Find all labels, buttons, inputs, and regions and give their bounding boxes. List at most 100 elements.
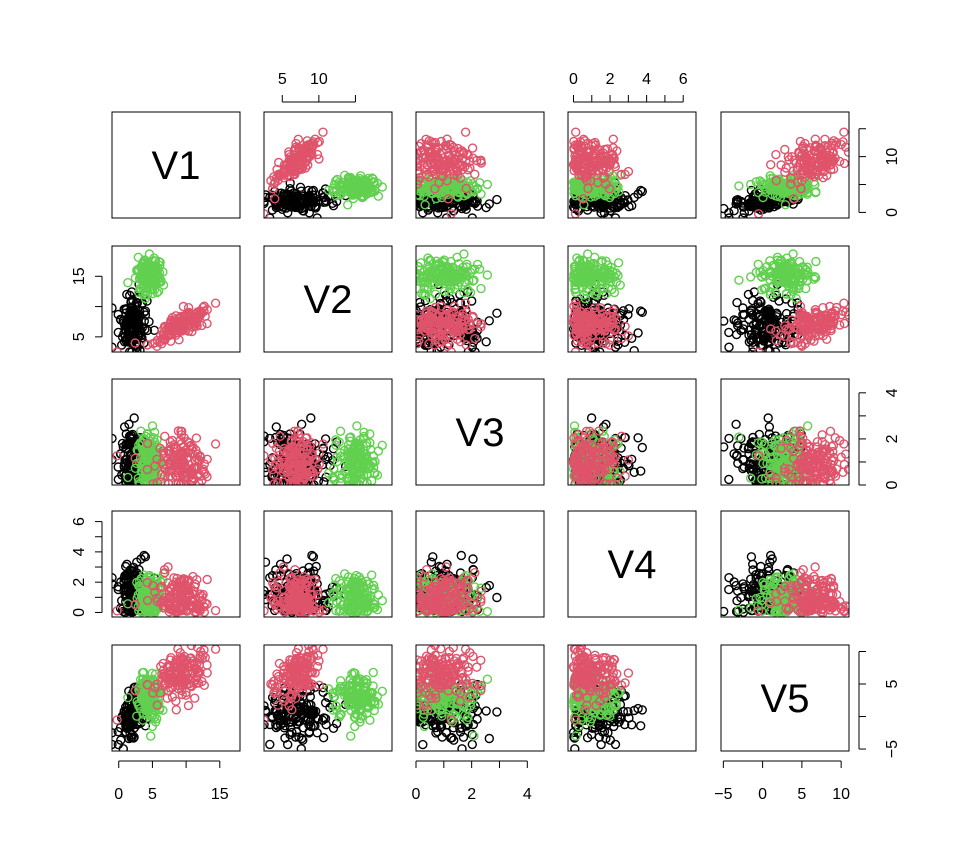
data-point [142, 449, 152, 459]
data-point [444, 185, 454, 195]
data-point [601, 256, 611, 266]
data-point [827, 308, 838, 318]
data-point [423, 184, 433, 194]
data-point [724, 213, 734, 218]
data-point [571, 287, 581, 298]
data-point [320, 434, 331, 444]
data-point [467, 265, 477, 275]
data-point [195, 471, 205, 481]
data-point [616, 431, 627, 441]
data-point [583, 147, 593, 157]
data-point [359, 427, 369, 437]
data-point [739, 320, 749, 330]
data-point [578, 255, 588, 265]
data-point [484, 199, 494, 209]
data-point [748, 347, 758, 352]
data-point [270, 194, 280, 204]
data-point [191, 433, 202, 443]
data-point [112, 342, 117, 352]
data-point [775, 177, 785, 187]
data-point [800, 138, 810, 149]
data-point [598, 173, 608, 183]
data-point [452, 252, 462, 262]
data-point [623, 455, 634, 465]
data-point [637, 186, 647, 197]
data-point [187, 444, 197, 454]
data-point [797, 175, 807, 186]
data-point [795, 136, 806, 147]
data-point [590, 252, 600, 262]
data-point [312, 213, 322, 218]
data-point [838, 137, 848, 147]
data-point [463, 150, 473, 161]
data-point [736, 196, 746, 207]
data-point [363, 464, 373, 474]
data-point [270, 177, 280, 188]
data-point [802, 270, 812, 280]
data-point [320, 454, 331, 465]
data-point [416, 297, 425, 308]
data-point [264, 431, 269, 441]
data-point [755, 302, 765, 312]
data-point [746, 179, 756, 190]
data-point [188, 316, 198, 326]
data-point [753, 347, 764, 352]
data-point [453, 192, 463, 202]
data-point [613, 186, 624, 197]
data-point [155, 443, 165, 453]
data-point [570, 280, 580, 290]
data-point [210, 298, 221, 308]
data-point [747, 196, 758, 206]
data-point [122, 289, 132, 300]
data-point [158, 459, 169, 469]
data-point [430, 340, 440, 350]
data-point [590, 308, 600, 318]
data-point [607, 437, 617, 447]
data-point [332, 174, 342, 185]
data-point [771, 335, 781, 346]
data-point [591, 155, 601, 166]
panel-frame [567, 245, 697, 353]
data-point [600, 326, 610, 336]
data-point [809, 336, 819, 346]
points [264, 413, 387, 485]
data-point [437, 165, 447, 176]
data-point [599, 161, 609, 172]
data-point [160, 478, 170, 485]
data-point [441, 144, 451, 155]
data-point [766, 266, 776, 276]
data-point [199, 459, 210, 469]
points [721, 249, 849, 352]
data-point [445, 280, 455, 290]
data-point [436, 330, 446, 340]
data-point [313, 196, 324, 206]
data-point [636, 185, 646, 196]
data-point [472, 155, 482, 166]
data-point [595, 284, 605, 294]
data-point [314, 136, 324, 147]
data-point [569, 421, 580, 431]
data-point [788, 194, 799, 204]
data-point [269, 469, 279, 479]
points [568, 413, 647, 485]
data-point [738, 198, 748, 208]
data-point [571, 472, 582, 482]
data-point [138, 464, 148, 474]
data-point [472, 259, 483, 270]
data-point [185, 308, 195, 318]
data-point [570, 347, 581, 352]
data-point [192, 449, 203, 459]
data-point [606, 262, 616, 272]
data-point [288, 472, 298, 482]
data-point [113, 309, 123, 320]
data-point [265, 433, 275, 444]
data-point [434, 156, 444, 166]
data-point [351, 449, 361, 459]
data-point [624, 304, 634, 314]
data-point [623, 195, 633, 205]
data-point [766, 185, 776, 195]
data-point [786, 173, 796, 183]
panel-V1-V2 [263, 111, 393, 219]
data-point [610, 342, 621, 352]
data-point [609, 466, 620, 477]
